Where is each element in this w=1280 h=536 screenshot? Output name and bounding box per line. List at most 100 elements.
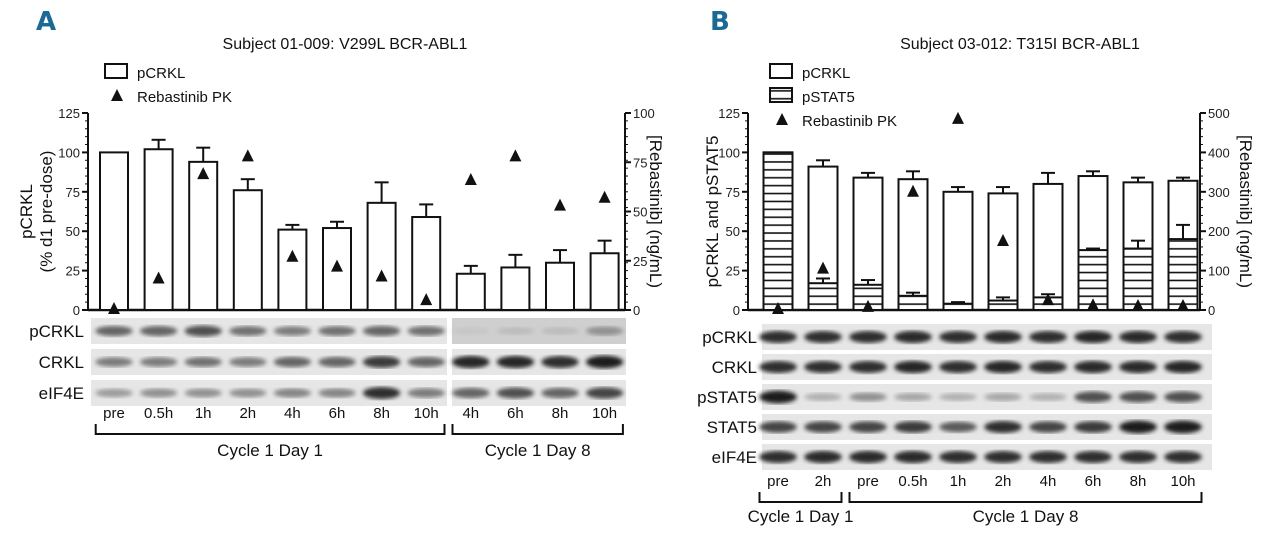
blot-band xyxy=(1029,331,1067,343)
blot-band xyxy=(939,421,977,433)
y-tick-label: 75 xyxy=(66,185,80,200)
blot-band xyxy=(894,392,932,402)
y-right-tick-label: 0 xyxy=(1208,303,1215,318)
group-bracket xyxy=(94,424,446,435)
bar-pcrkl xyxy=(366,201,397,311)
blot-band xyxy=(939,361,977,373)
y-axis-label: (% d1 pre-dose) xyxy=(37,151,56,273)
blot-band xyxy=(1029,451,1067,463)
blot-band xyxy=(95,325,133,337)
y-right-tick-label: 400 xyxy=(1208,145,1230,160)
lane-label: 10h xyxy=(414,405,439,422)
blot-band xyxy=(894,421,932,433)
blot-band xyxy=(139,357,178,367)
bar-pstat5 xyxy=(807,282,839,312)
pk-point xyxy=(420,293,433,306)
blot-band xyxy=(452,387,490,399)
blot-band xyxy=(229,357,267,367)
blot-row-label: CRKL xyxy=(39,353,84,372)
blot-band xyxy=(894,330,932,344)
blot-band xyxy=(849,331,887,343)
blot-band xyxy=(759,331,797,343)
lane-label: 8h xyxy=(373,405,390,422)
blot-band xyxy=(541,356,579,368)
pk-point xyxy=(817,261,829,274)
chart-title: Subject 01-009: V299L BCR-ABL1 xyxy=(223,36,468,53)
blot-band xyxy=(496,327,535,335)
lane-label: 6h xyxy=(1085,473,1102,490)
blot-band xyxy=(139,325,178,337)
blot-band xyxy=(273,388,312,398)
blot-band xyxy=(1119,360,1157,374)
blot-band xyxy=(541,387,579,399)
blot-band xyxy=(804,331,842,343)
y-tick-label: 25 xyxy=(66,264,80,279)
y-tick-label: 100 xyxy=(58,145,80,160)
blot-band xyxy=(759,421,797,433)
blot-band xyxy=(939,331,977,343)
blot-band xyxy=(229,326,267,336)
legend-label: pCRKL xyxy=(137,65,185,82)
panel-letter: A xyxy=(36,7,56,37)
legend-triangle-icon xyxy=(111,89,123,101)
bar-pcrkl xyxy=(987,192,1019,312)
lane-label: 8h xyxy=(552,405,569,422)
pk-point xyxy=(375,269,388,282)
blot-band xyxy=(759,361,797,373)
blot-band xyxy=(939,451,977,463)
blot-band xyxy=(585,326,624,336)
bar-pcrkl xyxy=(143,148,174,311)
y-axis-right-label: [Rebastinib] (ng/mL) xyxy=(1236,135,1255,288)
y-axis-label: pCRKL and pSTAT5 xyxy=(703,136,722,288)
blot-band xyxy=(894,360,932,374)
pk-point xyxy=(772,302,784,314)
y-right-tick-label: 200 xyxy=(1208,224,1230,239)
blot-band xyxy=(1074,451,1112,463)
blot-band xyxy=(362,325,401,337)
bar-pcrkl xyxy=(545,261,575,311)
group-bracket xyxy=(758,492,843,503)
blot-row-label: eIF4E xyxy=(712,448,757,467)
group-label: Cycle 1 Day 8 xyxy=(973,507,1079,526)
blot-band xyxy=(229,388,267,398)
blot-band xyxy=(1119,330,1157,344)
y-tick-label: 125 xyxy=(718,106,740,121)
bar-pcrkl xyxy=(500,266,531,311)
pk-point xyxy=(509,149,522,162)
bar-pstat5 xyxy=(762,151,794,311)
legend-label: Rebastinib PK xyxy=(802,113,897,130)
blot-band xyxy=(1074,391,1112,403)
bar-pcrkl xyxy=(897,178,929,311)
legend-label: Rebastinib PK xyxy=(137,89,232,106)
pk-point xyxy=(1087,298,1099,311)
lane-label: 6h xyxy=(329,405,346,422)
pk-point xyxy=(952,111,964,124)
pk-point xyxy=(1132,299,1144,312)
blot-band xyxy=(273,326,312,336)
blot-band xyxy=(184,388,222,398)
bar-pstat5 xyxy=(987,299,1019,312)
blot-band xyxy=(318,326,356,336)
pk-point xyxy=(331,259,343,272)
blot-band xyxy=(804,421,842,433)
blot-band xyxy=(1074,330,1112,344)
blot-band xyxy=(939,393,977,401)
y-right-tick-label: 75 xyxy=(633,155,647,170)
legend-box-icon xyxy=(104,63,128,79)
lane-label: 4h xyxy=(462,405,479,422)
blot-band xyxy=(1164,360,1202,374)
blot-band xyxy=(407,356,445,368)
blot-band xyxy=(849,392,887,402)
chart-title: Subject 03-012: T315I BCR-ABL1 xyxy=(900,36,1140,53)
y-right-tick-label: 25 xyxy=(633,254,647,269)
pk-point xyxy=(152,271,165,284)
group-label: Cycle 1 Day 8 xyxy=(485,441,591,460)
y-tick-label: 100 xyxy=(718,145,740,160)
group-label: Cycle 1 Day 1 xyxy=(748,507,854,526)
blot-band xyxy=(139,388,178,398)
blot-band xyxy=(452,355,490,369)
blot-band xyxy=(1164,391,1202,403)
blot-row-label: eIF4E xyxy=(39,384,84,403)
y-right-tick-label: 500 xyxy=(1208,106,1230,121)
blot-band xyxy=(984,330,1022,344)
